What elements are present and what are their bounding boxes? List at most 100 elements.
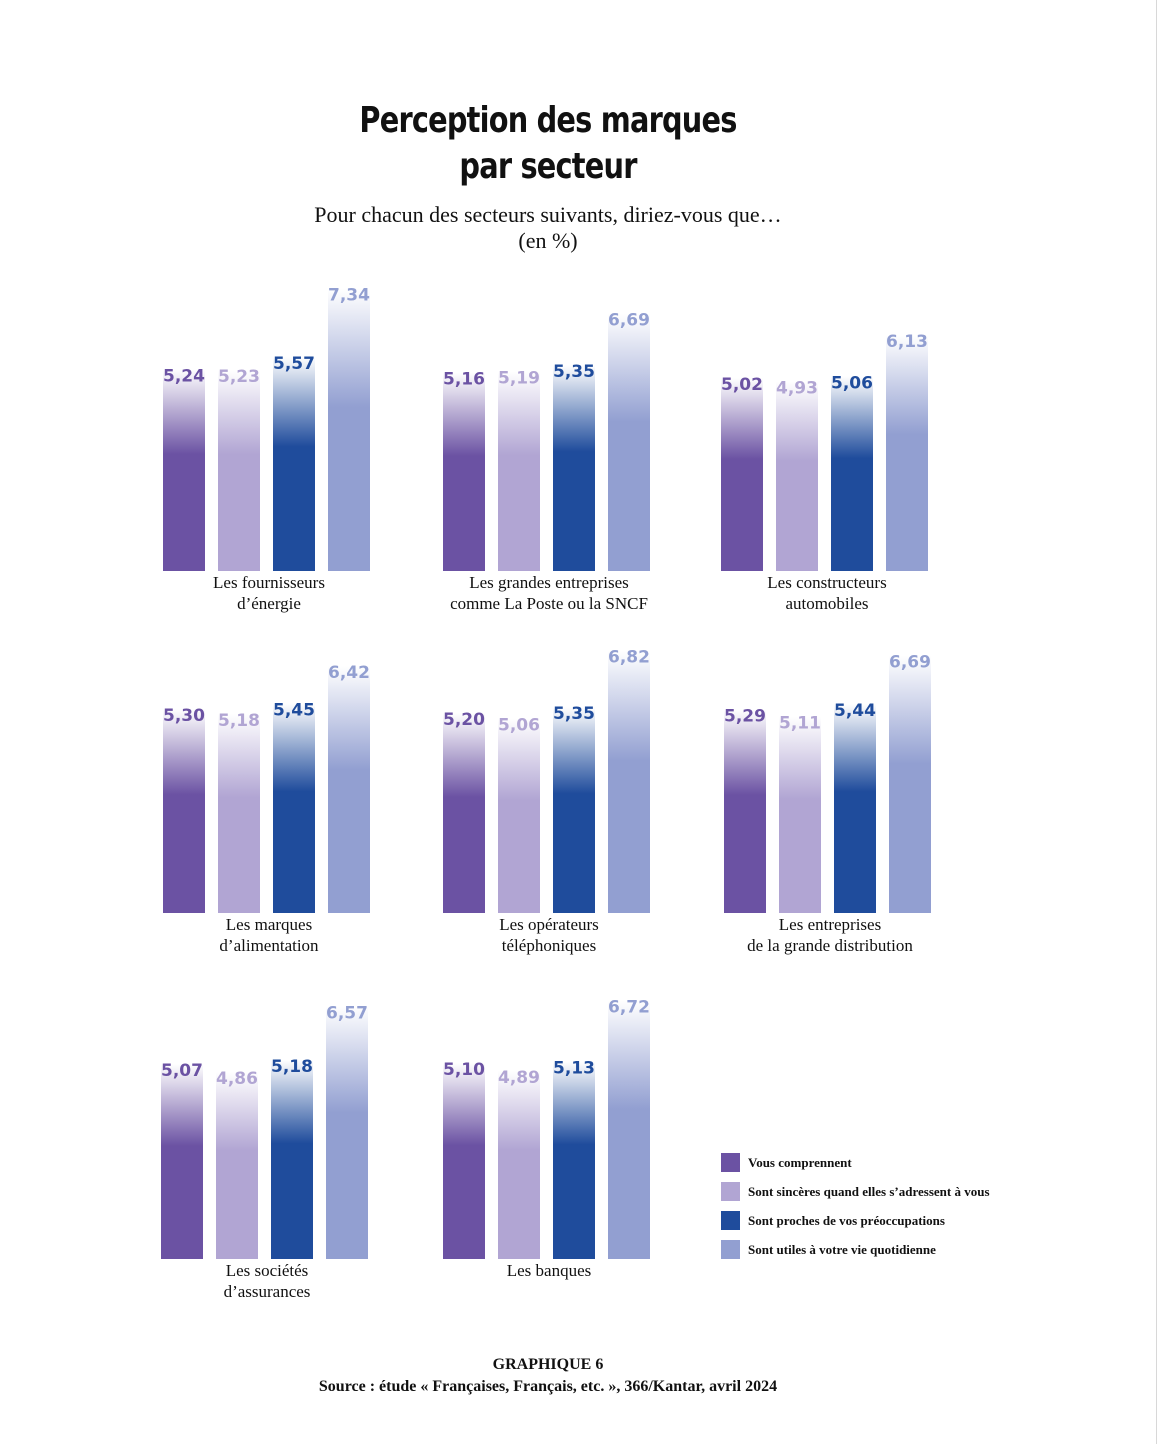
bar — [889, 655, 931, 913]
bar-value-label: 5,11 — [779, 713, 821, 733]
bar — [218, 713, 260, 913]
sector-chart: 5,24 5,23 5,57 7,34 Les fournisseurs d’énergi… — [163, 286, 375, 640]
sector-bar-chart-svg: 5,20 5,06 5,35 6,82 — [443, 648, 650, 913]
sector-label-line: Les fournisseurs — [213, 573, 325, 592]
chart-footer: GRAPHIQUE 6 Source : étude « Françaises,… — [240, 1354, 856, 1398]
bar — [498, 718, 540, 913]
legend: Vous comprennent Sont sincères quand ell… — [721, 1153, 1051, 1269]
sector-label: Les entreprises de la grande distribution — [710, 914, 950, 956]
bar-value-label: 5,06 — [498, 715, 540, 735]
sector-label-line: Les sociétés — [225, 1261, 309, 1280]
sector-label-line: Les constructeurs — [767, 573, 887, 592]
bar — [498, 1070, 540, 1259]
bar — [163, 369, 205, 571]
page-edge-rule — [1156, 0, 1157, 1444]
bar — [608, 650, 650, 913]
bar — [553, 707, 595, 913]
bar-value-label: 5,10 — [443, 1060, 485, 1080]
sector-label-line: Les opérateurs — [499, 915, 599, 934]
sector-bar-chart-svg: 5,02 4,93 5,06 6,13 — [721, 332, 928, 571]
legend-swatch-utiles — [721, 1240, 740, 1259]
bar — [328, 666, 370, 913]
sector-bar-chart-svg: 5,29 5,11 5,44 6,69 — [724, 653, 931, 913]
bar — [498, 371, 540, 571]
bar — [886, 335, 928, 571]
sector-label: Les sociétés d’assurances — [147, 1260, 387, 1302]
bar-value-label: 5,20 — [443, 710, 485, 730]
bar-value-label: 5,35 — [553, 362, 595, 382]
chart-subtitle-line-2: (en %) — [518, 228, 578, 253]
sector-label-line: comme La Poste ou la SNCF — [450, 594, 648, 613]
sector-label-line: Les marques — [225, 915, 313, 934]
sector-label-line: téléphoniques — [501, 936, 597, 955]
bar-value-label: 6,69 — [608, 311, 650, 331]
bar — [271, 1059, 313, 1259]
sector-chart: 5,29 5,11 5,44 6,69 Les entreprises de la gra… — [724, 642, 936, 982]
sector-label-line: d’assurances — [223, 1282, 311, 1301]
legend-swatch-proches — [721, 1211, 740, 1230]
sector-chart: 5,10 4,89 5,13 6,72 Les banques — [443, 988, 655, 1328]
bar — [218, 369, 260, 571]
bar — [608, 313, 650, 571]
sector-bar-chart-svg: 5,24 5,23 5,57 7,34 — [163, 286, 370, 571]
bar-value-label: 5,18 — [218, 711, 260, 731]
bar — [834, 703, 876, 913]
sector-label: Les grandes entreprises comme La Poste ou… — [429, 572, 669, 614]
sector-chart: 5,02 4,93 5,06 6,13 Les constructeurs automob… — [721, 300, 933, 640]
sector-bar-chart-svg: 5,07 4,86 5,18 6,57 — [161, 1003, 368, 1259]
legend-label: Sont proches de vos préoccupations — [748, 1213, 945, 1228]
bar-value-label: 4,93 — [776, 378, 818, 398]
sector-label-line: de la grande distribution — [747, 936, 913, 955]
bar-value-label: 5,35 — [553, 704, 595, 724]
bar — [443, 713, 485, 913]
bar-value-label: 5,06 — [831, 373, 873, 393]
legend-swatch-vous-comprennent — [721, 1153, 740, 1172]
bar-value-label: 7,34 — [328, 286, 370, 306]
sector-label: Les constructeurs automobiles — [707, 572, 947, 614]
bar — [328, 288, 370, 571]
bar — [724, 709, 766, 913]
bar — [779, 716, 821, 913]
source-note: Source : étude « Françaises, Français, e… — [318, 1378, 778, 1395]
bar-value-label: 5,45 — [273, 700, 315, 720]
chart-subtitle: Pour chacun des secteurs suivants, dirie… — [230, 202, 866, 254]
bar — [443, 372, 485, 571]
legend-label: Vous comprennent — [748, 1155, 852, 1170]
sector-label: Les opérateurs téléphoniques — [429, 914, 669, 956]
bar-value-label: 5,13 — [553, 1059, 595, 1079]
bar-value-label: 5,24 — [163, 366, 205, 386]
bar — [273, 356, 315, 571]
bar-value-label: 6,72 — [608, 998, 650, 1018]
sector-label: Les fournisseurs d’énergie — [149, 572, 389, 614]
sector-label-line: Les entreprises — [778, 915, 882, 934]
bar-value-label: 6,42 — [328, 663, 370, 683]
bar — [273, 703, 315, 913]
bar-value-label: 6,13 — [886, 332, 928, 352]
bar-value-label: 5,44 — [834, 701, 876, 721]
sector-chart: 5,20 5,06 5,35 6,82 Les opérateurs téléphoniq… — [443, 642, 655, 982]
bar-value-label: 5,07 — [161, 1061, 203, 1081]
sector-chart: 5,07 4,86 5,18 6,57 Les sociétés d’assurances — [161, 988, 373, 1328]
chart-subtitle-line-1: Pour chacun des secteurs suivants, dirie… — [314, 202, 782, 227]
bar — [553, 365, 595, 571]
bar — [163, 709, 205, 913]
bar — [608, 1000, 650, 1259]
sector-bar-chart-svg: 5,16 5,19 5,35 6,69 — [443, 311, 650, 571]
bar-value-label: 5,18 — [271, 1057, 313, 1077]
chart-title-line-1: Perception des marques — [359, 100, 737, 141]
chart-title-line-2: par secteur — [459, 146, 637, 187]
bar-value-label: 4,86 — [216, 1069, 258, 1089]
bar-value-label: 5,30 — [163, 706, 205, 726]
legend-item-proches: Sont proches de vos préoccupations — [721, 1211, 1051, 1240]
legend-item-sinceres: Sont sincères quand elles s’adressent à … — [721, 1182, 1051, 1211]
sector-label: Les marques d’alimentation — [149, 914, 389, 956]
sector-label-line: Les grandes entreprises — [469, 573, 629, 592]
sector-bar-chart-svg: 5,10 4,89 5,13 6,72 — [443, 998, 650, 1259]
bar-value-label: 4,89 — [498, 1068, 540, 1088]
bar-value-label: 5,19 — [498, 368, 540, 388]
bar — [161, 1064, 203, 1259]
sector-chart: 5,16 5,19 5,35 6,69 Les grandes entreprises c… — [443, 300, 655, 640]
sector-label-line: automobiles — [785, 594, 869, 613]
bar-value-label: 5,02 — [721, 375, 763, 395]
sector-label-line: Les banques — [506, 1261, 592, 1280]
